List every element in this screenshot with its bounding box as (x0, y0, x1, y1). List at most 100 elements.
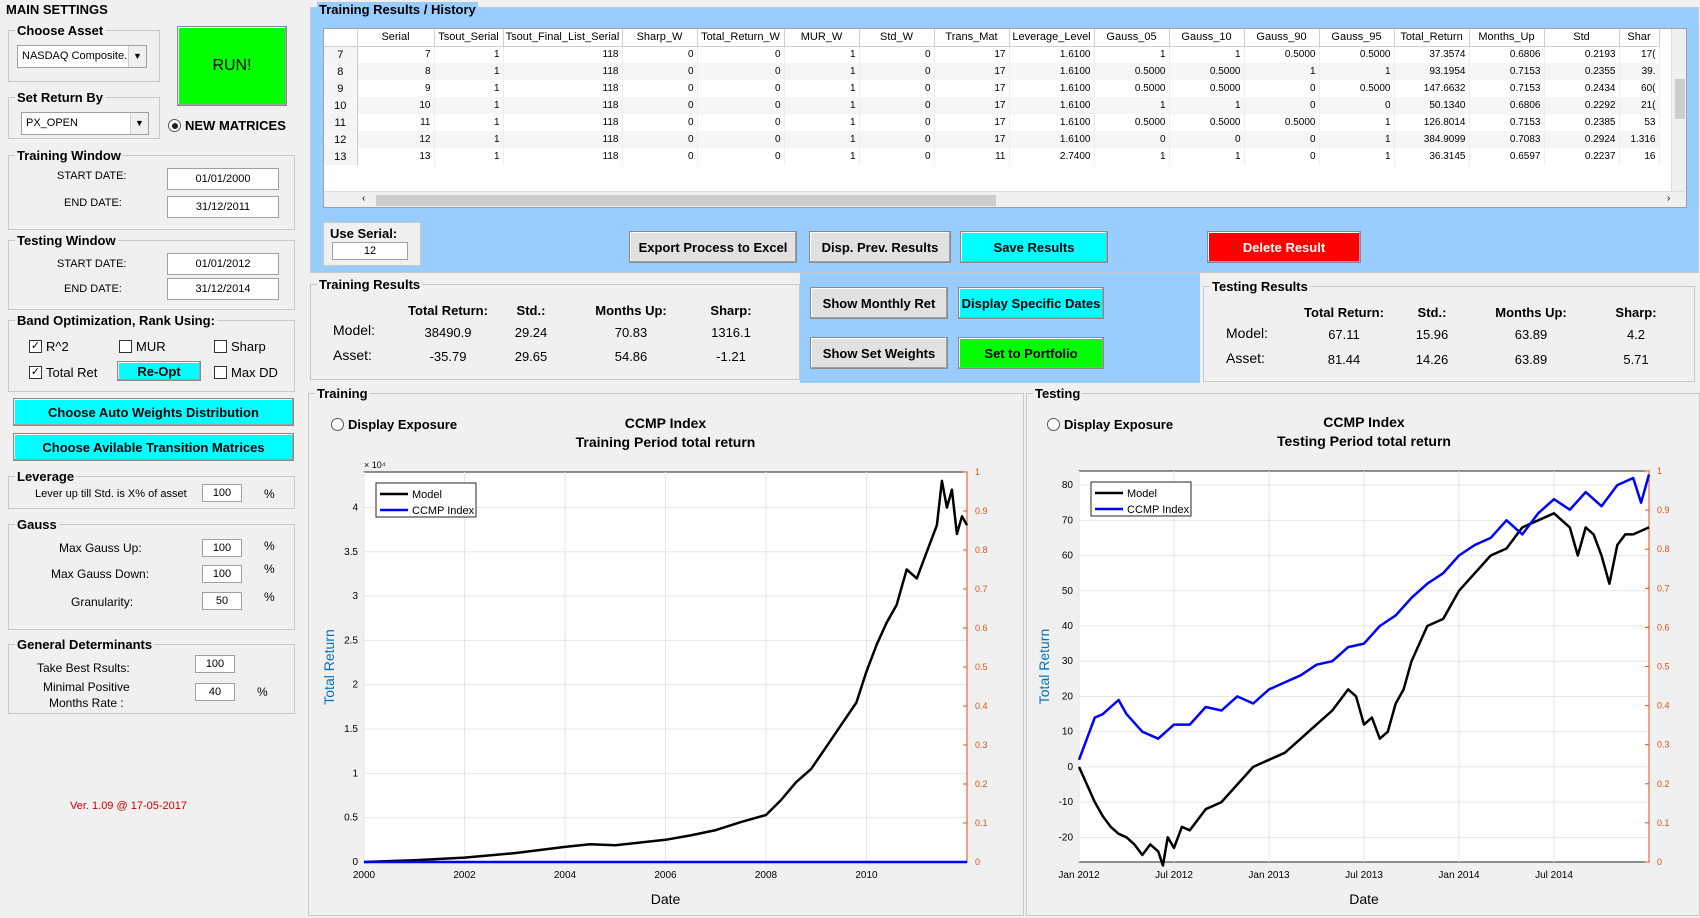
column-header[interactable]: Total_Return_W (697, 29, 785, 47)
vertical-scrollbar[interactable] (1671, 29, 1686, 191)
row-header[interactable]: 9 (324, 80, 358, 97)
table-cell[interactable]: 0.6597 (1469, 148, 1545, 165)
table-row[interactable]: 9 9 1 118 0 0 1 0 17 1.6100 0.5000 0.5000 0 0.5000 147… (324, 80, 1660, 97)
table-cell[interactable]: 0.5000 (1169, 114, 1245, 131)
testing-display-exposure-radio[interactable]: Display Exposure (1047, 417, 1173, 432)
table-cell[interactable]: 1.6100 (1009, 46, 1095, 63)
checkbox-checked-icon[interactable]: ✓ (29, 340, 42, 353)
radio-icon[interactable] (331, 418, 344, 431)
table-cell[interactable]: 93.1954 (1394, 63, 1470, 80)
row-header[interactable]: 8 (324, 63, 358, 80)
table-cell[interactable]: 1 (784, 114, 860, 131)
table-cell[interactable]: 50.1340 (1394, 97, 1470, 114)
gauss-up-field[interactable]: 100 (202, 539, 242, 557)
table-cell[interactable]: 1 (784, 148, 860, 165)
table-cell[interactable]: 17( (1619, 46, 1660, 63)
table-cell[interactable]: 0.5000 (1319, 80, 1395, 97)
table-cell[interactable]: 1.6100 (1009, 114, 1095, 131)
table-cell[interactable]: 0.2385 (1544, 114, 1620, 131)
table-cell[interactable]: 1 (784, 63, 860, 80)
table-cell[interactable]: 0.6806 (1469, 46, 1545, 63)
save-results-button[interactable]: Save Results (960, 231, 1108, 263)
table-cell[interactable]: 0 (1169, 131, 1245, 148)
table-cell[interactable]: 0 (859, 131, 935, 148)
display-specific-dates-button[interactable]: Display Specific Dates (958, 287, 1104, 319)
checkbox-icon[interactable] (119, 340, 132, 353)
table-cell[interactable]: 13 (357, 148, 435, 165)
table-cell[interactable]: 0 (622, 148, 698, 165)
table-cell[interactable]: 0 (697, 46, 785, 63)
set-to-portfolio-button[interactable]: Set to Portfolio (958, 337, 1104, 369)
table-cell[interactable]: 0.5000 (1319, 46, 1395, 63)
table-cell[interactable]: 1 (1244, 63, 1320, 80)
table-cell[interactable]: 0 (859, 114, 935, 131)
table-cell[interactable]: 0.2237 (1544, 148, 1620, 165)
table-cell[interactable]: 11 (357, 114, 435, 131)
table-cell[interactable]: 2.7400 (1009, 148, 1095, 165)
table-cell[interactable]: 1.6100 (1009, 131, 1095, 148)
table-cell[interactable]: 39. (1619, 63, 1660, 80)
table-cell[interactable]: 1 (784, 97, 860, 114)
table-cell[interactable]: 0 (697, 131, 785, 148)
table-cell[interactable]: 1 (1169, 148, 1245, 165)
table-cell[interactable]: 1.316 (1619, 131, 1660, 148)
table-cell[interactable]: 8 (357, 63, 435, 80)
table-cell[interactable]: 0 (859, 63, 935, 80)
row-header[interactable]: 12 (324, 131, 358, 148)
table-cell[interactable]: 17 (934, 46, 1010, 63)
table-cell[interactable]: 17 (934, 131, 1010, 148)
new-matrices-radio[interactable]: NEW MATRICES (168, 118, 286, 133)
radio-icon[interactable] (1047, 418, 1060, 431)
table-cell[interactable]: 1 (1319, 114, 1395, 131)
table-cell[interactable]: 147.6632 (1394, 80, 1470, 97)
table-cell[interactable]: 0 (622, 97, 698, 114)
table-cell[interactable]: 0.2924 (1544, 131, 1620, 148)
table-row[interactable]: 12 12 1 118 0 0 1 0 17 1.6100 0 0 0 1 384.9099 0.7083 0.… (324, 131, 1660, 148)
granularity-field[interactable]: 50 (202, 592, 242, 610)
table-cell[interactable]: 0.2193 (1544, 46, 1620, 63)
testing-end-field[interactable]: 31/12/2014 (167, 278, 279, 300)
table-cell[interactable]: 0 (697, 97, 785, 114)
table-cell[interactable]: 1 (1319, 148, 1395, 165)
export-excel-button[interactable]: Export Process to Excel (629, 231, 797, 263)
horizontal-scrollbar[interactable]: ‹ › (324, 191, 1686, 207)
table-cell[interactable]: 0.2355 (1544, 63, 1620, 80)
radio-icon[interactable] (168, 119, 181, 132)
table-cell[interactable]: 17 (934, 97, 1010, 114)
column-header[interactable]: Months_Up (1469, 29, 1545, 47)
table-cell[interactable]: 0 (697, 114, 785, 131)
table-cell[interactable]: 17 (934, 114, 1010, 131)
table-cell[interactable]: 0 (622, 46, 698, 63)
table-cell[interactable]: 118 (503, 131, 623, 148)
checkbox-icon[interactable] (214, 366, 227, 379)
table-cell[interactable]: 0 (1244, 131, 1320, 148)
table-cell[interactable]: 118 (503, 148, 623, 165)
column-header[interactable]: Total_Return (1394, 29, 1470, 47)
use-serial-field[interactable]: 12 (332, 242, 408, 260)
table-cell[interactable]: 0 (859, 148, 935, 165)
table-cell[interactable]: 16 (1619, 148, 1660, 165)
table-cell[interactable]: 0.6806 (1469, 97, 1545, 114)
training-end-field[interactable]: 31/12/2011 (167, 196, 279, 218)
table-cell[interactable]: 0.7153 (1469, 114, 1545, 131)
table-cell[interactable]: 1 (434, 114, 504, 131)
column-header[interactable]: Trans_Mat (934, 29, 1010, 47)
table-cell[interactable]: 0.2292 (1544, 97, 1620, 114)
show-monthly-ret-button[interactable]: Show Monthly Ret (810, 287, 948, 319)
row-header[interactable]: 7 (324, 46, 358, 63)
table-cell[interactable]: 53 (1619, 114, 1660, 131)
table-cell[interactable]: 0 (622, 131, 698, 148)
table-cell[interactable]: 1 (434, 80, 504, 97)
max-dd-checkbox[interactable]: Max DD (214, 365, 278, 380)
column-header[interactable]: Tsout_Serial (434, 29, 504, 47)
scroll-right-icon[interactable]: › (1667, 193, 1671, 204)
table-cell[interactable]: 60( (1619, 80, 1660, 97)
return-select[interactable]: PX_OPEN ▼ (21, 112, 149, 135)
column-header[interactable]: Gauss_95 (1319, 29, 1395, 47)
scrollbar-thumb[interactable] (376, 195, 996, 206)
table-cell[interactable]: 0 (1094, 131, 1170, 148)
table-cell[interactable]: 0 (622, 114, 698, 131)
table-cell[interactable]: 0.5000 (1094, 80, 1170, 97)
table-cell[interactable]: 118 (503, 63, 623, 80)
delete-result-button[interactable]: Delete Result (1207, 231, 1361, 263)
